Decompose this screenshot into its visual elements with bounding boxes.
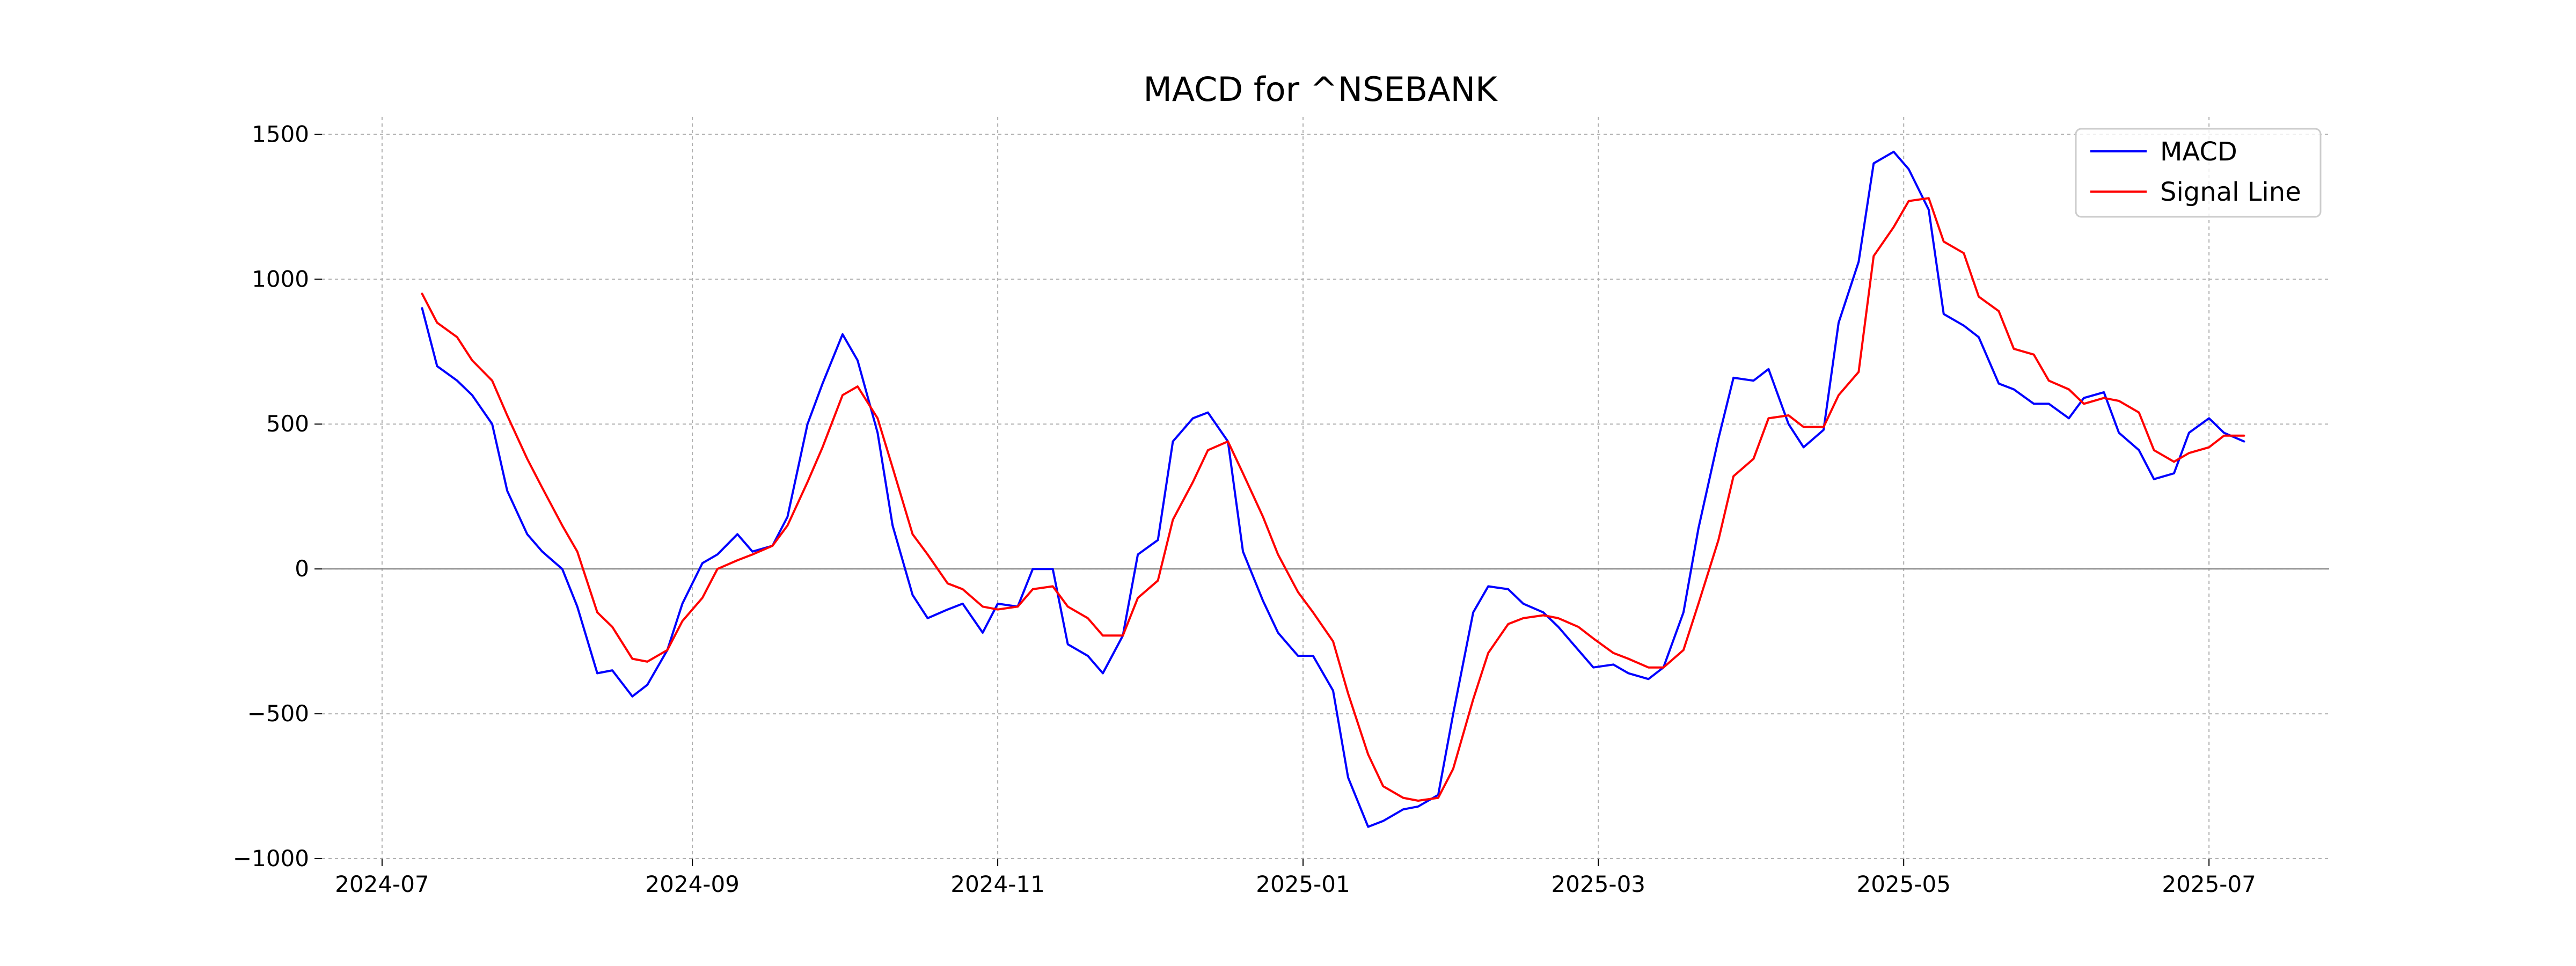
y-tick-label: 1000: [252, 266, 309, 292]
legend: MACD Signal Line: [2075, 128, 2322, 218]
legend-label-signal: Signal Line: [2160, 177, 2301, 207]
series-line-signal-line: [421, 197, 2245, 802]
tick-labels: −1000 −500 0 500 1000 1500 2024-07 2024-09 2024-…: [233, 121, 2256, 897]
grid: [322, 117, 2329, 859]
x-tick-label: 2025-07: [2162, 871, 2256, 897]
y-tick-label: 500: [266, 411, 309, 437]
x-tick-label: 2025-05: [1856, 871, 1951, 897]
x-tick-label: 2024-07: [335, 871, 429, 897]
x-tick-label: 2024-11: [950, 871, 1045, 897]
legend-label-macd: MACD: [2160, 137, 2237, 167]
y-tick-label: −500: [247, 700, 309, 727]
series-line-macd: [421, 150, 2245, 828]
y-tick-label: 0: [295, 555, 309, 582]
x-tick-label: 2025-01: [1256, 871, 1350, 897]
x-tick-label: 2025-03: [1552, 871, 1646, 897]
x-tick-label: 2024-09: [645, 871, 740, 897]
series-layer: [421, 150, 2245, 828]
y-tick-label: 1500: [252, 121, 309, 147]
y-tick-label: −1000: [233, 845, 309, 872]
chart-title: MACD for ^NSEBANK: [1143, 70, 1498, 109]
